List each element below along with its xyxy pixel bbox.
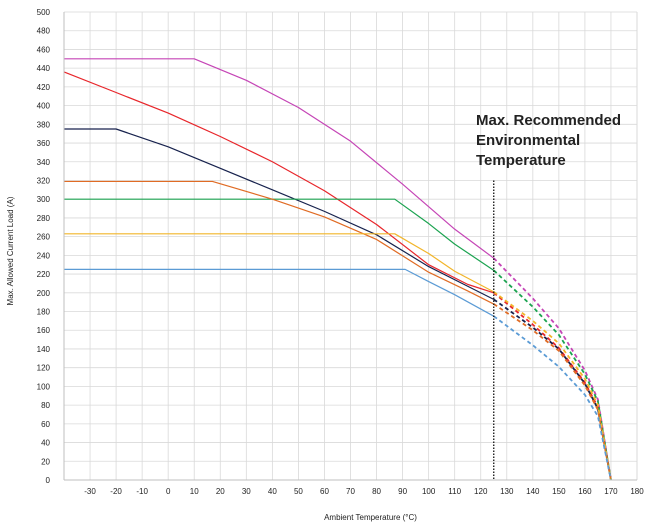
x-tick-label: 0 — [166, 487, 171, 496]
x-tick-label: -20 — [110, 487, 122, 496]
x-axis-label: Ambient Temperature (°C) — [324, 513, 417, 522]
y-tick-label: 80 — [41, 401, 50, 410]
y-tick-label: 320 — [37, 176, 51, 185]
y-tick-label: 500 — [37, 8, 51, 17]
series-line-7-solid — [64, 268, 495, 317]
series-group — [63, 58, 612, 481]
series-line-5-dashed — [493, 303, 612, 481]
y-tick-label: 420 — [37, 83, 51, 92]
series-line-2-solid — [63, 71, 494, 294]
x-tick-label: 100 — [422, 487, 436, 496]
x-tick-label: -30 — [84, 487, 96, 496]
y-tick-label: 400 — [37, 102, 51, 111]
x-tick-label: 50 — [294, 487, 303, 496]
y-tick-label: 460 — [37, 45, 51, 54]
annotation-line: Environmental — [476, 132, 580, 149]
y-tick-label: 240 — [37, 251, 51, 260]
y-tick-label: 300 — [37, 195, 51, 204]
x-tick-label: 60 — [320, 487, 329, 496]
y-tick-label: 100 — [37, 382, 51, 391]
x-tick-label: 10 — [190, 487, 199, 496]
x-tick-label: 20 — [216, 487, 225, 496]
x-tick-label: 120 — [474, 487, 488, 496]
y-tick-label: 120 — [37, 364, 51, 373]
y-tick-label: 160 — [37, 326, 51, 335]
x-tick-label: 170 — [604, 487, 618, 496]
y-axis-label: Max. Allowed Current Load (A) — [6, 196, 15, 305]
x-tick-label: 160 — [578, 487, 592, 496]
y-tick-label: 440 — [37, 64, 51, 73]
series-line-5-solid — [64, 180, 495, 305]
y-tick-label: 480 — [37, 27, 51, 36]
annotation-text: Max. Recommended Environmental Temperature — [476, 112, 621, 169]
x-tick-label: 90 — [398, 487, 407, 496]
series-line-1-dashed — [493, 257, 612, 481]
y-tick-label: 340 — [37, 158, 51, 167]
y-tick-label: 360 — [37, 139, 51, 148]
y-tick-label: 20 — [41, 457, 50, 466]
x-tick-label: -10 — [136, 487, 148, 496]
series-line-6-dashed — [493, 291, 612, 481]
x-tick-label: 140 — [526, 487, 540, 496]
y-tick-label: 0 — [46, 476, 51, 485]
x-tick-label: 80 — [372, 487, 381, 496]
y-tick-label: 180 — [37, 308, 51, 317]
y-tick-label: 220 — [37, 270, 51, 279]
x-tick-label: 70 — [346, 487, 355, 496]
series-line-7-dashed — [493, 315, 612, 481]
annotation-line: Temperature — [476, 152, 566, 169]
axes — [63, 12, 637, 481]
series-line-3-solid — [64, 128, 495, 300]
x-tick-label: 40 — [268, 487, 277, 496]
series-line-6-solid — [64, 233, 495, 293]
tick-labels: 0204060801001201401601802002202402602803… — [37, 8, 645, 496]
y-tick-label: 140 — [37, 345, 51, 354]
y-tick-label: 40 — [41, 439, 50, 448]
series-line-4-solid — [64, 198, 495, 271]
x-tick-label: 30 — [242, 487, 251, 496]
y-tick-label: 200 — [37, 289, 51, 298]
series-line-3-dashed — [493, 298, 612, 481]
y-tick-label: 380 — [37, 120, 51, 129]
y-tick-label: 60 — [41, 420, 50, 429]
x-tick-label: 150 — [552, 487, 566, 496]
annotation-line: Max. Recommended — [476, 112, 621, 129]
x-tick-label: 180 — [630, 487, 644, 496]
x-tick-label: 110 — [448, 487, 461, 496]
series-line-4-dashed — [493, 269, 612, 481]
y-tick-label: 260 — [37, 233, 51, 242]
series-line-1-solid — [64, 58, 495, 259]
grid — [64, 11, 638, 481]
x-tick-label: 130 — [500, 487, 514, 496]
y-tick-label: 280 — [37, 214, 51, 223]
